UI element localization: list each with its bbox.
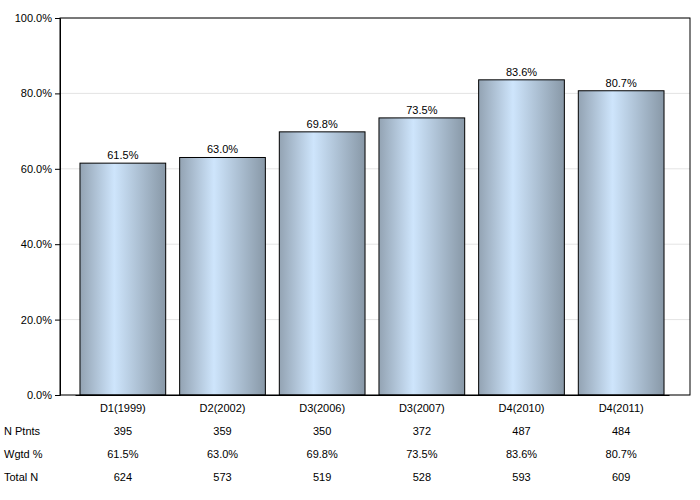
y-tick-mark xyxy=(55,320,60,321)
row-label: Wgtd % xyxy=(4,448,43,460)
y-tick-label: 0.0% xyxy=(27,389,52,401)
y-tick-mark xyxy=(55,93,60,94)
table-cell: 359 xyxy=(213,425,231,437)
chart: 61.5% 63.0% 69.8% 73.5% 83.6% 80.7% 0.0% 20.0% 4… xyxy=(0,0,700,500)
x-tick-label: D4(2010) xyxy=(499,402,545,414)
table-cell: 528 xyxy=(413,471,431,483)
table-cell: 61.5% xyxy=(107,448,138,460)
bars xyxy=(80,80,664,395)
table-cell: 350 xyxy=(313,425,331,437)
data-label: 83.6% xyxy=(506,66,537,78)
table-cell: 395 xyxy=(114,425,132,437)
x-tick: D4(2010) xyxy=(499,395,545,414)
y-tick-mark xyxy=(55,395,60,396)
table-cell: 519 xyxy=(313,471,331,483)
row-label: Total N xyxy=(4,471,38,483)
y-tick: 80.0% xyxy=(21,87,60,99)
y-tick: 20.0% xyxy=(21,314,60,326)
data-label: 61.5% xyxy=(107,149,138,161)
y-tick-mark xyxy=(55,169,60,170)
x-tick-label: D2(2002) xyxy=(200,402,246,414)
data-label: 80.7% xyxy=(606,77,637,89)
x-tick-label: D1(1999) xyxy=(100,402,146,414)
x-tick: D1(1999) xyxy=(100,395,146,414)
table-cell: 609 xyxy=(612,471,630,483)
table-cell: 73.5% xyxy=(406,448,437,460)
x-tick: D3(2007) xyxy=(399,395,445,414)
data-label: 63.0% xyxy=(207,143,238,155)
table-cell: 593 xyxy=(512,471,530,483)
bar xyxy=(180,157,266,395)
x-tick-label: D3(2007) xyxy=(399,402,445,414)
x-tick-label: D3(2006) xyxy=(299,402,345,414)
table-cell: 69.8% xyxy=(307,448,338,460)
y-tick-label: 100.0% xyxy=(15,12,53,24)
x-tick: D4(2011) xyxy=(599,395,644,414)
y-tick-mark xyxy=(55,244,60,245)
plot-frame xyxy=(60,18,690,395)
y-axis: 0.0% 20.0% 40.0% 60.0% 80.0% 100.0% xyxy=(15,12,61,401)
data-label: 73.5% xyxy=(406,104,437,116)
data-label: 69.8% xyxy=(307,118,338,130)
y-tick-label: 60.0% xyxy=(21,163,52,175)
x-axis-line xyxy=(76,395,670,396)
y-tick: 40.0% xyxy=(21,238,60,250)
y-tick: 60.0% xyxy=(21,163,60,175)
row-label: N Ptnts xyxy=(4,425,41,437)
x-tick-label: D4(2011) xyxy=(599,402,644,414)
x-tick: D3(2006) xyxy=(299,395,345,414)
y-tick: 100.0% xyxy=(15,12,60,24)
y-tick-label: 80.0% xyxy=(21,87,52,99)
grid xyxy=(60,18,690,395)
y-axis-line xyxy=(55,19,61,396)
bar xyxy=(379,118,465,395)
table-cell: 372 xyxy=(413,425,431,437)
bar xyxy=(80,163,166,395)
y-tick: 0.0% xyxy=(27,389,60,401)
bar xyxy=(279,132,365,395)
table-cell: 83.6% xyxy=(506,448,537,460)
table-cell: 63.0% xyxy=(207,448,238,460)
y-tick-mark xyxy=(55,18,60,19)
bar xyxy=(578,91,664,395)
table-cell: 80.7% xyxy=(606,448,637,460)
data-labels: 61.5% 63.0% 69.8% 73.5% 83.6% 80.7% xyxy=(107,66,637,161)
x-axis: D1(1999) D2(2002) D3(2006) D3(2007) D4(2010)… xyxy=(76,395,670,414)
table-cell: 624 xyxy=(114,471,132,483)
table-cell: 484 xyxy=(612,425,630,437)
stats-table: N Ptnts 395 359 350 372 487 484 Wgtd % 61.5% 63.0… xyxy=(4,425,637,483)
table-cell: 487 xyxy=(512,425,530,437)
table-cell: 573 xyxy=(213,471,231,483)
y-tick-label: 20.0% xyxy=(21,314,52,326)
x-tick: D2(2002) xyxy=(200,395,246,414)
y-tick-label: 40.0% xyxy=(21,238,52,250)
bar xyxy=(479,80,565,395)
